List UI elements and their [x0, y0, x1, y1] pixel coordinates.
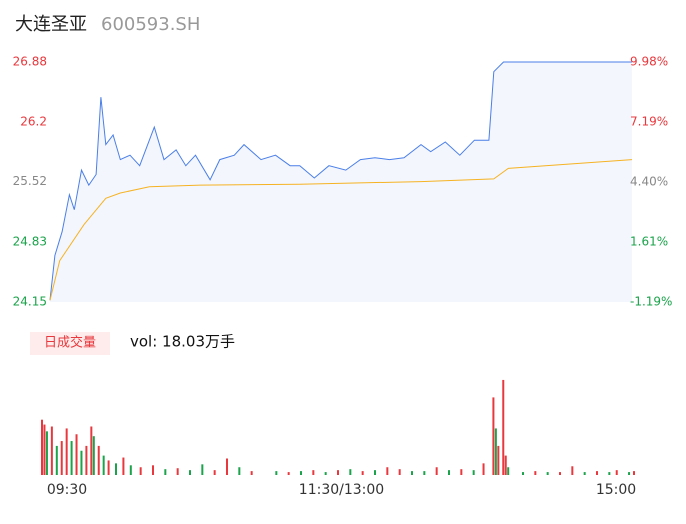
volume-bar [596, 471, 598, 475]
volume-bar [460, 469, 463, 475]
y-tick-label: 24.83 [13, 235, 47, 249]
volume-bar [494, 428, 497, 475]
volume-bar [189, 470, 191, 475]
volume-bar [275, 471, 278, 475]
volume-bar [497, 445, 500, 475]
volume-bar [97, 445, 100, 475]
volume-bar [85, 445, 88, 475]
volume-bar [201, 464, 204, 475]
volume-bar [70, 441, 73, 475]
volume-bar [324, 472, 327, 475]
volume-bar [238, 467, 241, 475]
volume-bar [472, 470, 475, 475]
volume-bar [164, 469, 167, 475]
volume-bar [398, 469, 401, 475]
chart-subtitle: 600593.SH [101, 14, 200, 35]
volume-bar [102, 455, 105, 475]
volume-bar [90, 426, 93, 475]
volume-bar [43, 424, 46, 475]
volume-bar [80, 450, 83, 475]
volume-bar [213, 470, 216, 475]
volume-bar [633, 471, 635, 475]
volume-bar [571, 466, 574, 475]
volume-bar [361, 471, 364, 475]
volume-bar [60, 441, 63, 475]
y2-tick-label: 4.40% [630, 174, 668, 188]
volume-bar [122, 457, 125, 475]
volume-bar [615, 470, 618, 475]
volume-bar [546, 472, 549, 475]
y-tick-label: 25.52 [13, 174, 47, 188]
volume-bar [75, 434, 78, 475]
volume-bar [374, 470, 376, 475]
volume-bar [152, 465, 154, 475]
x-tick-label: 11:30/13:00 [299, 482, 384, 498]
volume-bar [482, 463, 485, 475]
volume-bar [522, 472, 524, 475]
volume-bar [423, 471, 426, 475]
volume-bar [559, 472, 561, 475]
x-tick-label: 09:30 [47, 482, 87, 498]
price-line [49, 61, 632, 301]
volume-bar [502, 379, 505, 475]
volume-bar [226, 458, 228, 475]
volume-bar [312, 470, 315, 475]
volume-bar [41, 419, 43, 475]
volume-bar [176, 468, 179, 475]
volume-subtitle: vol: 18.03万手 [130, 333, 235, 351]
volume-bar [92, 436, 95, 475]
volume-bar [300, 471, 302, 475]
chart-title: 大连圣亚 [15, 14, 87, 35]
volume-bar [435, 467, 438, 475]
volume-bar [492, 397, 495, 475]
volume-bar [107, 460, 110, 475]
volume-bar [250, 471, 253, 475]
y2-tick-label: 7.19% [630, 114, 668, 128]
volume-bar [129, 465, 132, 475]
volume-bar [504, 455, 507, 475]
volume-title: 日成交量 [44, 335, 96, 351]
volume-bar [349, 469, 352, 475]
y2-tick-label: 9.98% [630, 55, 668, 69]
y2-tick-label: -1.19% [630, 295, 672, 309]
volume-bar [45, 431, 48, 475]
volume-bar [608, 472, 611, 475]
volume-bar [287, 472, 290, 475]
volume-bar [115, 463, 117, 475]
volume-bar [55, 445, 58, 475]
average-line [49, 159, 633, 301]
volume-bar [583, 472, 586, 475]
volume-bar [411, 471, 413, 475]
volume-bar [386, 467, 389, 475]
price-area [50, 62, 632, 302]
y-tick-label: 26.2 [20, 114, 47, 128]
y-tick-label: 26.88 [13, 55, 47, 69]
volume-bar [507, 467, 510, 475]
volume-bar [50, 426, 53, 475]
y2-tick-label: 1.61% [630, 234, 668, 248]
volume-bar [337, 470, 339, 475]
volume-label-box [30, 332, 110, 355]
x-tick-label: 15:00 [596, 482, 636, 498]
y-tick-label: 24.15 [13, 295, 47, 309]
volume-bar [139, 467, 142, 475]
volume-bar [628, 472, 631, 475]
volume-bar [65, 428, 68, 475]
volume-bar [448, 470, 450, 475]
volume-bar [534, 471, 537, 475]
